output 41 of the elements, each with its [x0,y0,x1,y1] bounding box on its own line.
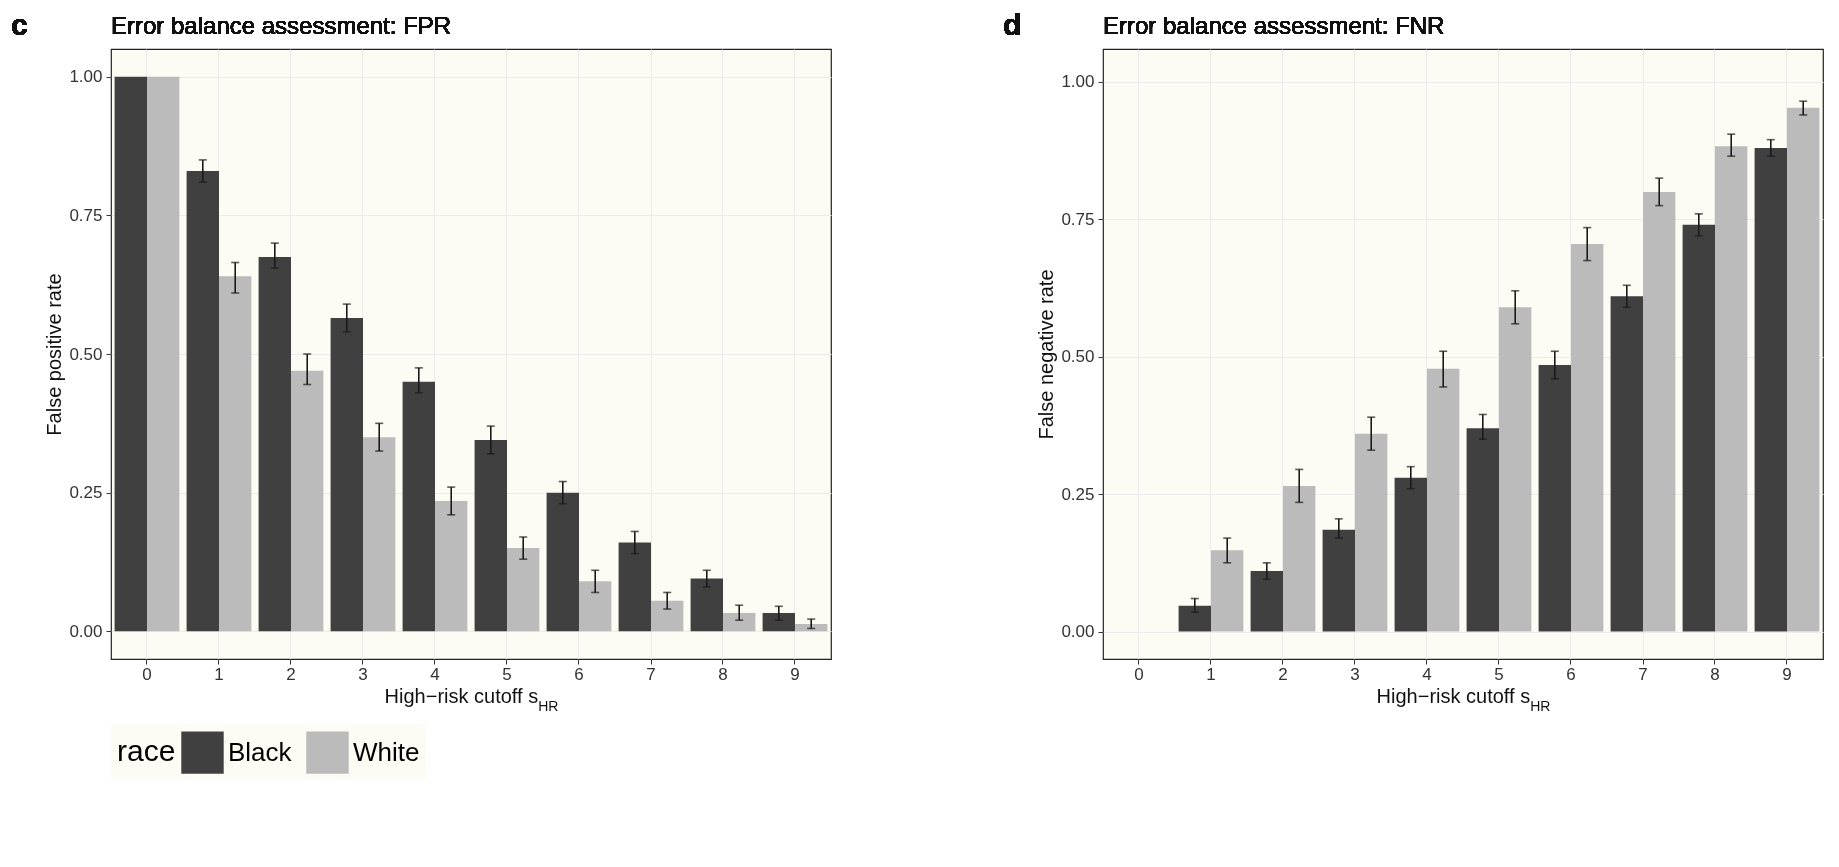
x-tick-label: 5 [1494,664,1504,684]
legend-label: Black [228,736,293,767]
y-tick-label: 0.75 [1061,209,1095,229]
y-tick-label: 1.00 [1061,72,1095,92]
x-tick-label: 3 [1350,664,1360,684]
y-tick-label: 1.00 [69,67,103,87]
y-axis-title: False positive rate [43,273,66,436]
x-tick-label: 0 [142,664,152,684]
x-tick-label: 2 [1278,664,1288,684]
x-tick-label: 4 [430,664,440,684]
text: c [11,8,28,41]
x-tick-label: 9 [790,664,800,684]
x-tick-label: 8 [1710,664,1720,684]
x-tick-label: 4 [1422,664,1432,684]
y-tick-label: 0.25 [1061,484,1095,504]
x-tick-label: 2 [286,664,296,684]
chart-title: Error balance assessment: FPR [111,12,452,39]
y-tick-label: 0.00 [69,621,103,641]
y-tick-label: 0.75 [69,205,103,225]
x-tick-label: 7 [1638,664,1648,684]
chart-title: Error balance assessment: FNR [1103,12,1445,39]
x-axis-title: High−risk cutoff s$_{HR}$ [384,684,559,714]
x-tick-label: 0 [1134,664,1144,684]
x-tick-label: 6 [1566,664,1576,684]
y-tick-label: 0.25 [69,483,103,503]
y-tick-label: 0.00 [1061,622,1095,642]
x-tick-label: 6 [574,664,584,684]
x-tick-label: 1 [1206,664,1216,684]
legend-title: race [117,734,176,767]
x-tick-label: 1 [214,664,224,684]
y-axis-title: False negative rate [1035,269,1058,440]
x-axis-title: High−risk cutoff s$_{HR}$ [1376,684,1551,714]
x-tick-label: 3 [358,664,368,684]
legend-label: White [353,736,420,767]
x-tick-label: 7 [646,664,656,684]
x-tick-label: 8 [718,664,728,684]
y-tick-label: 0.50 [69,344,103,364]
text: d [1003,8,1022,41]
x-tick-label: 9 [1782,664,1792,684]
x-tick-label: 5 [502,664,512,684]
y-tick-label: 0.50 [1061,347,1095,367]
